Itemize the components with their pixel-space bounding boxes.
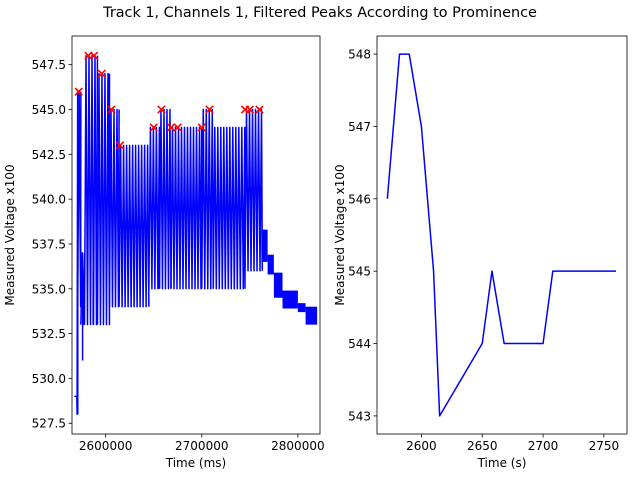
peak-marker [89,51,99,60]
left-plot-frame [71,35,321,435]
signal-series-burst [212,126,246,290]
signal-series-burst [201,108,215,290]
signal-noise-block [297,303,306,313]
left-y-tick-label: 530.0 [32,372,66,386]
left-y-tick-label: 535.0 [32,282,66,296]
signal-series-burst [76,90,82,308]
left-y-tick-label: 537.5 [32,237,66,251]
peak-marker [97,69,106,78]
peak-marker [107,105,116,114]
left-y-tick-label: 532.5 [32,327,66,341]
signal-noise-block [282,290,298,309]
right-x-tick-label: 2700 [528,439,559,453]
peak-series-line [386,53,617,417]
right-y-tick-label: 547 [348,120,371,134]
signal-series-burst [118,144,150,308]
signal-layer [74,54,318,416]
peak-marker [115,141,125,150]
signal-noise-block [273,272,283,298]
right-x-tick-label: 2600 [406,439,437,453]
right-plot-data [386,53,617,417]
right-y-tick-label: 543 [348,409,371,423]
right-plot-frame [376,35,628,435]
left-y-tick-label: 527.5 [32,417,66,431]
signal-series-burst [244,108,264,272]
signal-series-burst [96,72,111,326]
peak-marker [205,105,214,114]
peak-marker [149,123,158,132]
left-plot-data [74,51,318,416]
signal-series-burst [83,54,99,326]
right-plot-y-axis-label: Measured Voltage x100 [333,164,347,305]
signal-noise-block [261,229,268,262]
left-plot: 2600000 2700000 2800000 527.5 530.0 532.5 535.… [3,35,325,470]
right-y-tick-label: 544 [348,337,371,351]
peak-marker [197,123,206,132]
right-plot-x-axis-label: Time (s) [477,456,527,470]
left-y-tick-label: 542.5 [32,148,66,162]
left-y-tick-label: 547.5 [32,58,66,72]
peak-marker [255,105,264,114]
left-y-tick-label: 540.0 [32,193,66,207]
peak-marker [74,87,83,96]
right-y-tick-label: 545 [348,265,371,279]
signal-noise-block [305,306,318,325]
signal-series-burst [148,126,161,290]
right-plot-axes: 2600 2650 2700 2750 543 544 545 546 547 548 [348,48,619,453]
left-x-tick-label: 2600000 [79,439,132,453]
signal-series-burst [170,126,203,290]
right-y-tick-label: 546 [348,192,371,206]
right-x-tick-label: 2650 [467,439,498,453]
left-x-tick-label: 2700000 [175,439,228,453]
right-plot: 2600 2650 2700 2750 543 544 545 546 547 548 Time … [333,35,628,470]
figure-title: Track 1, Channels 1, Filtered Peaks Acco… [102,5,537,21]
peak-marker [173,123,182,132]
signal-series-burst [158,108,172,290]
right-x-tick-label: 2750 [589,439,620,453]
left-plot-y-axis-label: Measured Voltage x100 [3,164,17,305]
right-y-tick-label: 548 [348,48,371,62]
left-plot-x-axis-label: Time (ms) [165,456,227,470]
left-plot-axes: 2600000 2700000 2800000 527.5 530.0 532.5 535.… [32,58,325,453]
peak-marker [245,105,254,114]
peak-marker [157,105,166,114]
signal-series-burst [108,108,120,308]
left-x-tick-label: 2800000 [271,439,324,453]
peak-marker [166,123,176,132]
left-y-tick-label: 545.0 [32,103,66,117]
signal-noise-block [267,254,274,275]
